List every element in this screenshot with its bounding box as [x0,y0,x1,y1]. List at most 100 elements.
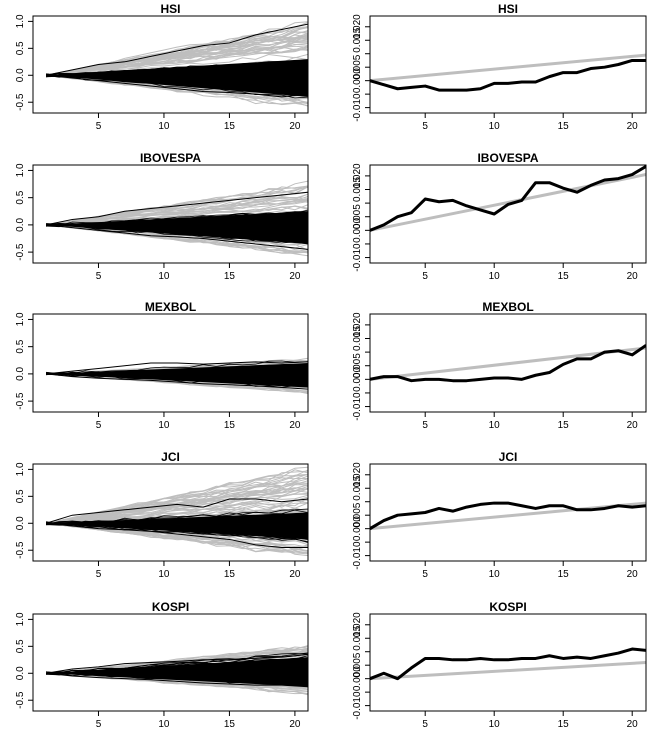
black-path [46,223,308,231]
simulated-path [46,224,308,251]
y-tick-label: -0.010 [352,541,363,570]
x-tick-label: 15 [224,719,236,730]
x-tick-label: 10 [489,719,501,730]
black-path [46,655,308,675]
y-tick-label: 0.5 [15,190,26,204]
x-tick-label: 20 [627,121,639,132]
panel-title: JCI [161,450,180,464]
y-tick-label: 0.005 [352,353,363,378]
plot-frame [369,463,647,562]
black-path [46,521,308,542]
y-tick-label: 0.5 [15,41,26,55]
x-tick-label: 15 [558,121,570,132]
x-tick-label: 20 [289,420,301,431]
plot-frame [369,164,647,264]
x-tick-label: 10 [489,121,501,132]
x-tick-label: 20 [289,569,301,580]
y-tick-label: 0.015 [352,27,363,52]
y-tick-label: 0.0 [15,218,26,232]
panel-title: KOSPI [152,600,189,614]
y-tick-label: 0.005 [352,204,363,229]
x-tick-label: 20 [289,719,301,730]
black-path [46,520,308,526]
simulated-path [46,32,308,76]
black-path [46,372,308,386]
y-tick-label: 0.000 [352,68,363,93]
y-tick-label: -0.5 [15,691,26,709]
x-tick-label: 5 [422,420,428,431]
x-tick-label: 5 [96,569,102,580]
y-tick-label: 0.015 [352,177,363,202]
y-tick-label: 0.000 [352,217,363,242]
x-tick-label: 5 [422,121,428,132]
mean-line [370,501,646,530]
y-tick-label: 0.005 [352,54,363,79]
x-tick-label: 20 [627,569,639,580]
y-tick-label: -0.010 [352,691,363,720]
x-tick-label: 20 [627,271,639,282]
plot-area [45,466,308,557]
simulated-path [45,469,308,524]
plot-frame [32,164,309,264]
black-path [46,218,308,227]
x-tick-label: 15 [224,569,236,580]
panel-title: IBOVESPA [140,151,201,165]
panel-title: HSI [498,2,518,16]
dense-path-band [46,512,308,540]
black-path [46,224,308,237]
black-path [46,522,308,540]
dense-path-band [46,211,308,244]
black-path [46,61,308,78]
simulated-path [46,497,308,524]
highlighted-path [46,522,308,549]
y-tick-label: 0.020 [352,312,363,337]
x-tick-label: 15 [224,420,236,431]
plot-area [370,647,646,681]
y-tick-label: -0.5 [15,93,26,111]
plot-frame [32,15,309,114]
black-path [46,211,308,227]
x-tick-label: 15 [224,271,236,282]
x-tick-label: 20 [627,420,639,431]
x-tick-label: 10 [489,271,501,282]
y-tick-label: -0.5 [15,541,26,559]
plot-frame [369,313,647,413]
y-tick-label: 0.005 [352,652,363,677]
simulated-path [46,510,308,524]
black-path [46,672,308,685]
black-path [46,367,308,376]
black-path [46,371,308,376]
mean-line [370,58,646,92]
black-path [46,657,308,675]
x-tick-label: 10 [158,569,170,580]
black-path [46,371,308,387]
panel-paths-kospi: KOSPI 5 10 15 20 -0.5 0.0 0.5 1.0 [15,600,309,730]
x-tick-label: 10 [489,420,501,431]
panel-title: MEXBOL [145,300,196,314]
x-tick-label: 15 [224,121,236,132]
black-path [46,209,308,227]
y-tick-label: 0.0 [15,666,26,680]
x-tick-label: 5 [422,569,428,580]
y-tick-label: 0.020 [352,163,363,188]
plot-area [370,53,646,92]
simulated-path [46,205,308,226]
black-path [46,74,308,86]
black-path [46,521,308,536]
x-tick-label: 10 [489,569,501,580]
y-tick-label: 0.015 [352,326,363,351]
black-path [46,224,308,232]
x-tick-label: 5 [96,420,102,431]
black-path [46,368,308,375]
x-tick-label: 5 [96,121,102,132]
plot-area [370,344,646,383]
x-tick-label: 15 [558,420,570,431]
trend-line [370,661,646,681]
simulated-path [46,475,308,524]
mean-line [370,344,646,383]
y-tick-label: 0.5 [15,639,26,653]
